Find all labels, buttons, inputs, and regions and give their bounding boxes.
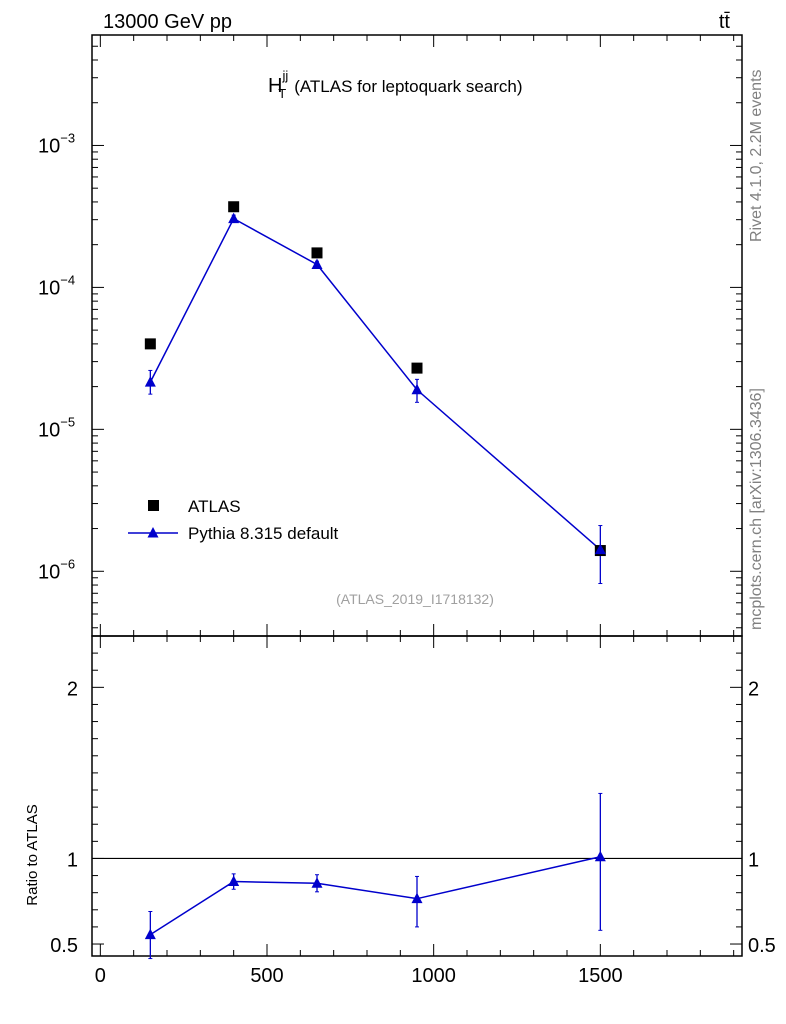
atlas-data-point xyxy=(228,201,240,213)
y-tick-label-right: 1 xyxy=(748,849,759,871)
title-rest: (ATLAS for leptoquark search) xyxy=(294,77,522,96)
y-tick-label-right: 2 xyxy=(748,678,759,700)
legend: ATLAS Pythia 8.315 default xyxy=(128,497,339,543)
ratio-data-point xyxy=(311,877,323,888)
legend-pythia-label: Pythia 8.315 default xyxy=(188,524,339,543)
title-main: H xyxy=(268,75,282,97)
ratio-y-axis-label: Ratio to ATLAS xyxy=(24,804,41,905)
y-tick-label-right: 0.5 xyxy=(748,935,776,957)
title-superscript: jj xyxy=(281,68,288,83)
legend-atlas-marker xyxy=(148,500,159,511)
y-tick-label: 10−4 xyxy=(38,272,75,299)
rivet-version-label: Rivet 4.1.0, 2.2M events xyxy=(748,69,765,242)
x-tick-label: 1000 xyxy=(411,965,456,987)
legend-atlas-label: ATLAS xyxy=(188,497,241,516)
analysis-id-label: (ATLAS_2019_I1718132) xyxy=(336,591,494,607)
main-plot-frame xyxy=(91,34,743,637)
mcplots-source-label: mcplots.cern.ch [arXiv:1306.3436] xyxy=(748,388,765,630)
process-label: tt̄ xyxy=(719,11,731,33)
ratio-line xyxy=(149,856,601,936)
y-tick-label: 10−3 xyxy=(38,130,75,157)
pythia-data-point xyxy=(144,376,156,387)
atlas-data-point xyxy=(411,362,423,374)
x-tick-label: 500 xyxy=(250,965,283,987)
ratio-data-point xyxy=(144,928,156,940)
atlas-data-point xyxy=(311,247,323,259)
x-tick-label: 1500 xyxy=(578,965,623,987)
legend-pythia-marker xyxy=(147,527,159,538)
title-subscript: T xyxy=(278,86,286,101)
pythia-data-point xyxy=(228,212,240,224)
ratio-data-point xyxy=(411,892,423,904)
y-tick-label: 2 xyxy=(67,678,78,700)
main-panel: 10−3 10−4 10−5 10−6 xyxy=(38,34,743,637)
y-tick-label: 10−5 xyxy=(38,414,75,441)
pythia-data-point xyxy=(411,383,423,395)
ratio-data-point xyxy=(594,850,606,862)
pythia-data-point xyxy=(311,258,323,269)
pythia-data-point xyxy=(594,543,606,555)
y-tick-label: 0.5 xyxy=(50,935,78,957)
beam-label: 13000 GeV pp xyxy=(103,11,232,33)
x-tick-label: 0 xyxy=(95,965,106,987)
atlas-data-point xyxy=(144,338,156,350)
main-chart-title: Hjj T (ATLAS for leptoquark search) xyxy=(268,68,523,101)
y-tick-label: 1 xyxy=(67,849,78,871)
ratio-plot-frame xyxy=(91,635,743,957)
ratio-panel: 0 500 1000 1500 0.5 0.5 1 1 2 2 xyxy=(50,635,776,987)
y-tick-label: 10−6 xyxy=(38,556,75,583)
ratio-data-point xyxy=(228,875,240,887)
